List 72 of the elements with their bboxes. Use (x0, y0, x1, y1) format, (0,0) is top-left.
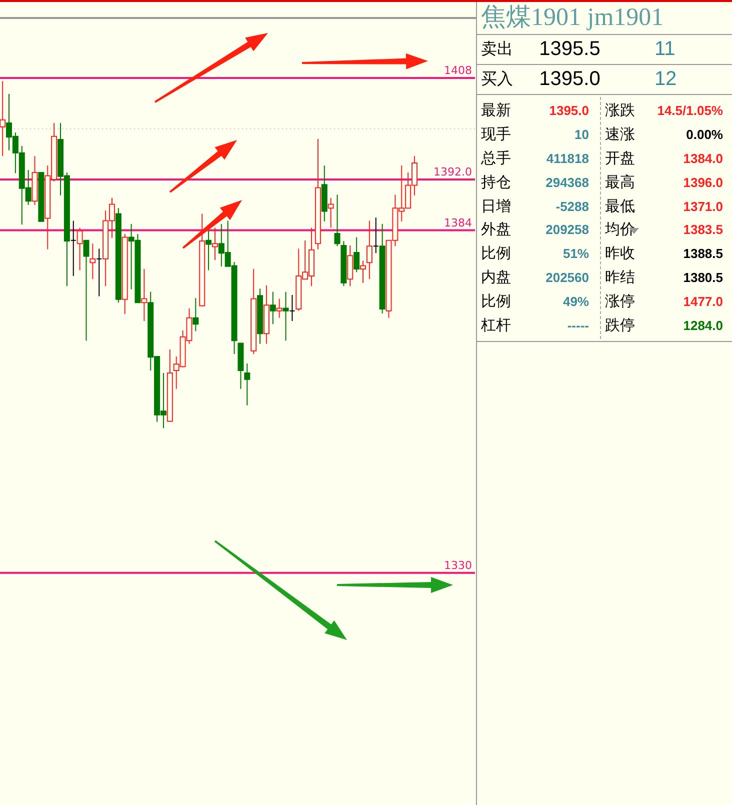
text: 最新 (480, 101, 512, 120)
text: 涨停 (604, 292, 636, 311)
text: 294368 (544, 174, 589, 190)
text: ----- (566, 318, 589, 333)
candlestick (328, 197, 334, 228)
text: 49% (562, 294, 589, 309)
text: 焦煤1901 jm1901 (477, 2, 732, 35)
candlestick (366, 220, 372, 280)
candlestick (282, 291, 289, 342)
text: 51% (562, 246, 589, 262)
text: 12 (653, 68, 678, 91)
text: 跌停 (604, 316, 636, 335)
candlestick (289, 294, 296, 322)
text: 11 (653, 38, 676, 61)
candlestick (70, 220, 76, 276)
text: 杠杆 (480, 316, 512, 335)
text: 202560 (544, 270, 589, 285)
candlestick (206, 230, 212, 271)
text: 1396.0 (682, 174, 723, 190)
text: 1284.0 (682, 318, 723, 333)
candlestick (90, 243, 96, 280)
candlestick (354, 236, 360, 273)
text: 日增 (480, 196, 512, 216)
candlestick (141, 268, 148, 322)
candlestick (76, 227, 83, 271)
text: 比例 (480, 244, 512, 264)
text: 1371.0 (682, 198, 723, 214)
candlestick (372, 217, 379, 254)
text: 内盘 (480, 268, 512, 287)
text: 最高 (604, 172, 636, 192)
candlestick (244, 363, 250, 406)
text: 10 (574, 127, 589, 142)
text: 最低 (604, 196, 636, 216)
text: 总手 (480, 148, 512, 168)
text: 1395.5 (539, 38, 602, 61)
text: 1380.5 (682, 270, 723, 285)
text: 卖出 (480, 40, 514, 60)
text: 开盘 (604, 148, 636, 168)
text: 现手 (480, 125, 512, 144)
text: 1395.0 (548, 103, 589, 118)
text: 昨结 (604, 268, 636, 287)
candlestick (360, 260, 366, 284)
candlestick (276, 298, 282, 318)
ref-line-label: 1408 (444, 64, 472, 78)
candlestick (270, 291, 276, 325)
text: 比例 (480, 292, 512, 311)
text: 速涨 (604, 125, 636, 144)
text: 14.5/1.05% (656, 103, 723, 118)
text: 1388.5 (682, 246, 723, 262)
candlestick (192, 298, 199, 332)
candlestick (334, 194, 340, 247)
text: 涨跌 (604, 101, 636, 120)
text: 昨收 (604, 244, 636, 264)
candlestick (96, 248, 102, 297)
text: 外盘 (480, 220, 512, 240)
text: 均价 (604, 220, 636, 240)
text: 1477.0 (682, 294, 723, 309)
text: 买入 (480, 70, 514, 90)
ref-line-label: 1392.0 (434, 166, 472, 179)
candlestick (212, 227, 218, 261)
text: 209258 (544, 222, 589, 238)
text: 持仓 (480, 172, 512, 192)
ref-line-label: 1384 (444, 216, 472, 230)
ref-line-label: 1330 (444, 558, 472, 572)
text: -5288 (554, 198, 589, 214)
text: 0.00% (685, 127, 723, 142)
text: 1384.0 (682, 150, 723, 166)
text: 1383.5 (682, 222, 723, 238)
candlestick (83, 240, 90, 342)
text: 1395.0 (539, 68, 602, 91)
candlestick (347, 244, 354, 287)
text: 411818 (545, 150, 589, 166)
